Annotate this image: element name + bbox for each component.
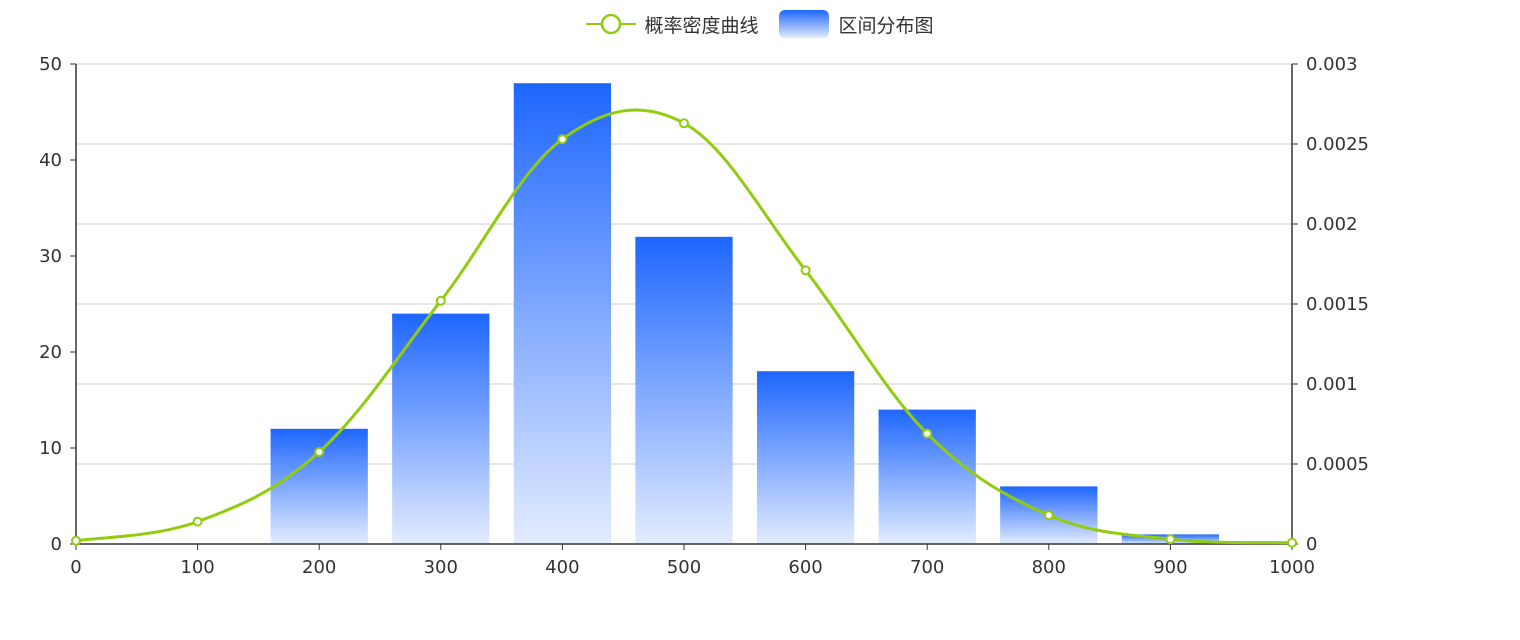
histogram-bar [635,236,733,545]
x-tick-label: 400 [545,557,579,578]
y-right-tick-label: 0.0005 [1306,454,1369,475]
histogram-bar [392,313,490,544]
y-left-tick-label: 50 [39,54,62,75]
x-tick-label: 200 [302,557,336,578]
density-point [800,265,811,276]
line-circle-icon [586,13,637,35]
density-point [1287,537,1297,548]
legend-item-density[interactable]: 概率密度曲线 [586,11,759,38]
x-tick-label: 500 [667,557,701,578]
legend-item-histogram[interactable]: 区间分布图 [778,10,934,38]
histogram-bar [513,83,612,544]
y-right-tick-label: 0.002 [1306,214,1358,235]
y-left-tick-label: 10 [39,438,62,459]
x-tick-label: 700 [910,557,944,578]
y-right-tick-label: 0.0015 [1306,294,1369,315]
density-point [314,447,325,457]
density-point [71,535,81,546]
histogram-bar [756,371,855,544]
x-tick-label: 0 [70,557,81,578]
x-tick-label: 100 [180,557,214,578]
y-left-tick-label: 40 [39,150,62,171]
y-right-tick-label: 0 [1306,534,1317,555]
density-point [1043,510,1054,521]
x-tick-label: 300 [424,557,458,578]
density-point [1165,534,1176,545]
y-right-tick-label: 0.001 [1306,374,1358,395]
legend: 概率密度曲线 区间分布图 [0,10,1520,38]
y-left-tick-label: 20 [39,342,62,363]
density-point [922,428,933,439]
y-right-tick-label: 0.0025 [1306,134,1369,155]
x-tick-label: 600 [788,557,822,578]
density-point [435,295,446,306]
bar-swatch-icon [778,10,829,38]
density-point [192,516,203,527]
x-tick-label: 900 [1153,557,1187,578]
density-point [679,118,689,129]
x-tick-label: 1000 [1269,557,1315,578]
histogram-bar [270,428,368,544]
y-right-tick-label: 0.003 [1306,54,1358,75]
y-left-tick-label: 0 [51,534,62,555]
y-left-tick-label: 30 [39,246,62,267]
legend-label: 区间分布图 [838,14,934,37]
x-tick-label: 800 [1032,557,1066,578]
density-point [557,134,568,145]
legend-label: 概率密度曲线 [644,14,759,37]
